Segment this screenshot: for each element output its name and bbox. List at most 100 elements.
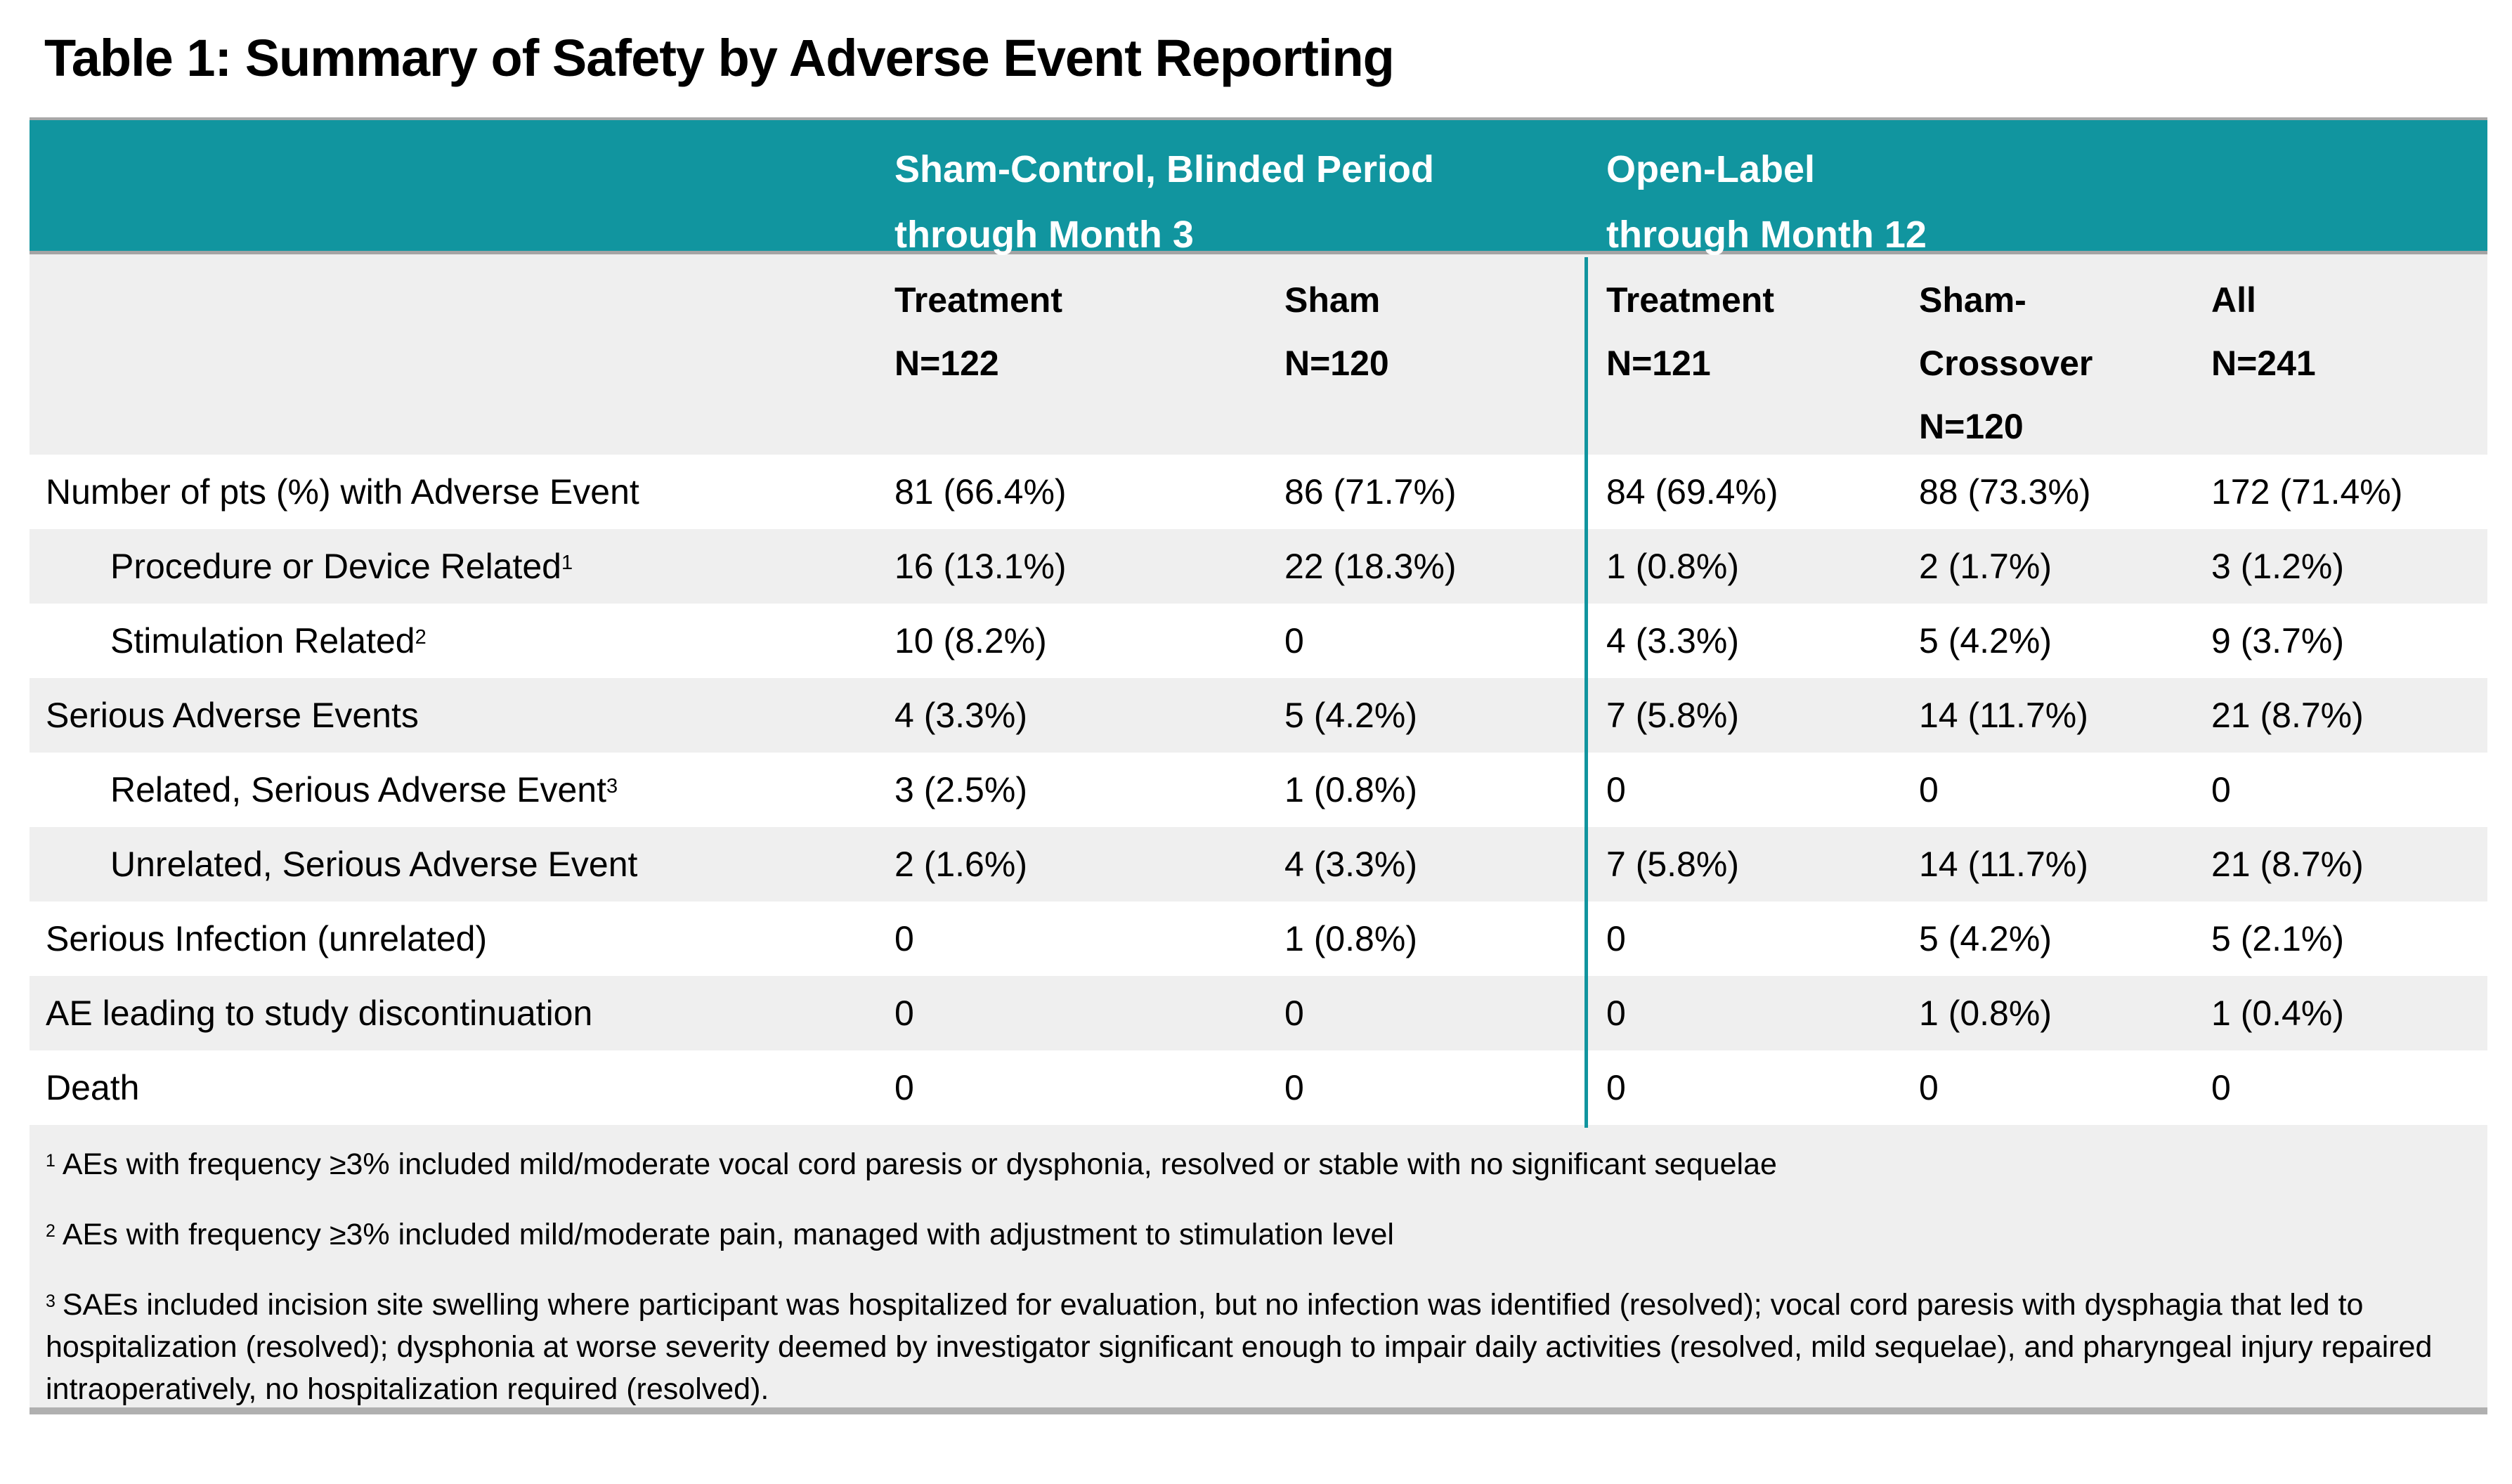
table-row-serious-adverse-events: Serious Adverse Events 4 (3.3%) 5 (4.2%)…	[30, 678, 2487, 753]
cell-value: 5 (4.2%)	[1919, 621, 2052, 660]
footnote-text: AEs with frequency ≥3% included mild/mod…	[62, 1147, 1777, 1181]
cell-value: 5 (4.2%)	[1919, 919, 2052, 958]
cell-value: 7 (5.8%)	[1606, 845, 1739, 884]
row-label: Death	[30, 1050, 889, 1125]
footnote-3: 3 SAEs included incision site swelling wh…	[46, 1284, 2449, 1410]
footnote-sup: 1	[46, 1150, 56, 1171]
column-header-sham-crossover: Sham- Crossover N=120	[1911, 268, 2206, 458]
footnote-text: SAEs included incision site swelling whe…	[46, 1288, 2433, 1406]
table-row-ae-discontinuation: AE leading to study discontinuation 0 0 …	[30, 976, 2487, 1050]
footnote-text: AEs with frequency ≥3% included mild/mod…	[62, 1218, 1394, 1251]
cell-value: 88 (73.3%)	[1919, 472, 2091, 512]
row-label-text: Number of pts (%) with Adverse Event	[46, 472, 639, 512]
page-title: Table 1: Summary of Safety by Adverse Ev…	[44, 29, 1395, 87]
column-header-line: N=120	[1919, 407, 2024, 446]
cell-value: 0	[1284, 621, 1304, 660]
row-label-sup: 2	[415, 625, 427, 649]
footnotes-section: 1 AEs with frequency ≥3% included mild/mo…	[30, 1125, 2487, 1407]
cell-value: 10 (8.2%)	[894, 621, 1047, 660]
cell-value: 2 (1.7%)	[1919, 547, 2052, 586]
column-header-all: All N=241	[2206, 268, 2487, 458]
cell-value: 2 (1.6%)	[894, 845, 1027, 884]
cell-value: 81 (66.4%)	[894, 472, 1067, 512]
cell-value: 0	[2211, 1068, 2231, 1107]
cell-value: 0	[1284, 1068, 1304, 1107]
cell-value: 1 (0.4%)	[2211, 994, 2344, 1033]
cell-value: 21 (8.7%)	[2211, 845, 2364, 884]
cell-value: 0	[1284, 994, 1304, 1033]
column-header-line: Treatment	[1606, 280, 1774, 320]
cell-value: 0	[1606, 770, 1626, 809]
cell-value: 86 (71.7%)	[1284, 472, 1457, 512]
column-header-sham: Sham N=120	[1279, 268, 1587, 458]
table-row-adverse-event: Number of pts (%) with Adverse Event 81 …	[30, 455, 2487, 529]
footnote-2: 2 AEs with frequency ≥3% included mild/mo…	[46, 1213, 2449, 1256]
table-header-band: Sham-Control, Blinded Period through Mon…	[30, 120, 2487, 256]
row-label: AE leading to study discontinuation	[30, 976, 889, 1050]
cell-value: 1 (0.8%)	[1284, 770, 1417, 809]
row-label: Related, Serious Adverse Event3	[30, 753, 889, 827]
cell-value: 1 (0.8%)	[1284, 919, 1417, 958]
cell-value: 5 (2.1%)	[2211, 919, 2344, 958]
column-header-line: Sham-	[1919, 280, 2026, 320]
column-header-line: Sham	[1284, 280, 1381, 320]
column-header-row: Treatment N=122 Sham N=120 Treatment N=1…	[30, 254, 2487, 455]
cell-value: 0	[894, 1068, 914, 1107]
column-header-treatment-open-label: Treatment N=121	[1587, 268, 1911, 458]
cell-value: 84 (69.4%)	[1606, 472, 1778, 512]
column-header-treatment-blinded: Treatment N=122	[889, 268, 1279, 458]
cell-value: 4 (3.3%)	[894, 696, 1027, 735]
table-row-related-serious-adverse-event: Related, Serious Adverse Event3 3 (2.5%)…	[30, 753, 2487, 827]
column-header-line: N=121	[1606, 344, 1711, 383]
table-body: Number of pts (%) with Adverse Event 81 …	[30, 455, 2487, 1125]
cell-value: 3 (2.5%)	[894, 770, 1027, 809]
header-group-blinded-period: Sham-Control, Blinded Period through Mon…	[894, 137, 1434, 268]
table-row-death: Death 0 0 0 0 0	[30, 1050, 2487, 1125]
row-label: Serious Infection (unrelated)	[30, 902, 889, 976]
header-group-open-label-line2: through Month 12	[1606, 214, 1927, 256]
row-label: Procedure or Device Related1	[30, 529, 889, 604]
column-header-empty	[30, 268, 889, 458]
cell-value: 0	[2211, 770, 2231, 809]
row-label-text: AE leading to study discontinuation	[46, 994, 593, 1033]
row-label-text: Serious Adverse Events	[46, 696, 419, 735]
header-group-blinded-line2: through Month 3	[894, 214, 1194, 256]
row-label: Number of pts (%) with Adverse Event	[30, 455, 889, 529]
row-label-text: Unrelated, Serious Adverse Event	[110, 845, 638, 884]
cell-value: 0	[894, 994, 914, 1033]
row-label-text: Procedure or Device Related	[110, 547, 561, 586]
footnote-sup: 2	[46, 1221, 56, 1241]
cell-value: 4 (3.3%)	[1284, 845, 1417, 884]
column-header-line: N=122	[894, 344, 999, 383]
cell-value: 1 (0.8%)	[1919, 994, 2052, 1033]
cell-value: 21 (8.7%)	[2211, 696, 2364, 735]
cell-value: 0	[1606, 994, 1626, 1033]
row-label-text: Serious Infection (unrelated)	[46, 919, 488, 958]
header-group-open-label-line1: Open-Label	[1606, 148, 1816, 190]
column-header-line: N=120	[1284, 344, 1389, 383]
cell-value: 14 (11.7%)	[1919, 845, 2088, 884]
table-row-procedure-device-related: Procedure or Device Related1 16 (13.1%) …	[30, 529, 2487, 604]
column-header-line: All	[2211, 280, 2256, 320]
cell-value: 0	[1919, 770, 1939, 809]
footnote-sup: 3	[46, 1291, 56, 1311]
column-header-line: Crossover	[1919, 344, 2093, 383]
cell-value: 172 (71.4%)	[2211, 472, 2403, 512]
cell-value: 4 (3.3%)	[1606, 621, 1739, 660]
row-label: Stimulation Related2	[30, 604, 889, 678]
cell-value: 0	[1606, 1068, 1626, 1107]
row-label-sup: 3	[606, 774, 618, 798]
column-header-line: Treatment	[894, 280, 1062, 320]
cell-value: 0	[1919, 1068, 1939, 1107]
cell-value: 22 (18.3%)	[1284, 547, 1457, 586]
cell-value: 9 (3.7%)	[2211, 621, 2344, 660]
table-row-stimulation-related: Stimulation Related2 10 (8.2%) 0 4 (3.3%…	[30, 604, 2487, 678]
column-header-line: N=241	[2211, 344, 2316, 383]
row-label-text: Stimulation Related	[110, 621, 415, 660]
table-row-serious-infection: Serious Infection (unrelated) 0 1 (0.8%)…	[30, 902, 2487, 976]
footnote-1: 1 AEs with frequency ≥3% included mild/mo…	[46, 1143, 2449, 1185]
row-label-text: Related, Serious Adverse Event	[110, 770, 606, 809]
safety-table: Sham-Control, Blinded Period through Mon…	[30, 117, 2487, 1414]
period-divider-line	[1584, 257, 1588, 1128]
cell-value: 3 (1.2%)	[2211, 547, 2344, 586]
